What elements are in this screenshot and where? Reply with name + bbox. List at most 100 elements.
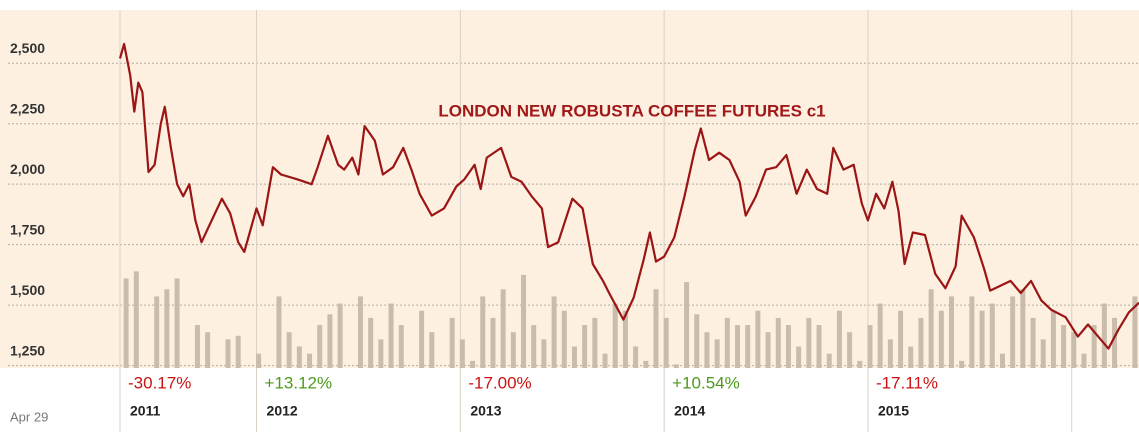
volume-bar [286, 332, 292, 368]
volume-bar [194, 325, 200, 368]
volume-bar [1071, 332, 1077, 368]
volume-bar [867, 325, 873, 368]
volume-bar [154, 296, 160, 368]
volume-bar [938, 310, 944, 368]
volume-bar [684, 282, 690, 368]
volume-bar [735, 325, 741, 368]
volume-bar [877, 303, 883, 368]
volume-bar [643, 360, 649, 368]
volume-bar [480, 296, 486, 368]
volume-bar [174, 278, 180, 368]
volume-bar [949, 296, 955, 368]
volume-bar [1050, 310, 1056, 368]
volume-bar [123, 278, 129, 368]
volume-bar [847, 332, 853, 368]
volume-bar [317, 325, 323, 368]
volume-bar [1132, 296, 1138, 368]
volume-bar [745, 325, 751, 368]
volume-bar [521, 274, 527, 368]
volume-bar [368, 317, 374, 368]
volume-bar [531, 325, 537, 368]
x-tick-label: 2015 [878, 403, 909, 419]
annual-change: -17.11% [876, 373, 938, 392]
y-tick-label: 2,500 [10, 40, 45, 56]
volume-bar [1040, 339, 1046, 368]
volume-bar [133, 271, 139, 368]
volume-bar [775, 317, 781, 368]
y-tick-label: 1,250 [10, 342, 45, 358]
volume-bar [826, 353, 832, 368]
volume-bar [1030, 317, 1036, 368]
y-tick-label: 1,500 [10, 282, 45, 298]
volume-bar [1112, 317, 1118, 368]
chart-title: LONDON NEW ROBUSTA COFFEE FUTURES c1 [438, 101, 825, 120]
price-line [118, 42, 1139, 350]
volume-bar [836, 310, 842, 368]
volume-bar [551, 296, 557, 368]
start-date-label: Apr 29 [10, 409, 48, 424]
volume-bar [694, 314, 700, 368]
volume-bar [806, 317, 812, 368]
annual-change: -17.00% [468, 373, 531, 392]
volume-bar [225, 339, 231, 368]
volume-bar [357, 296, 363, 368]
volume-bar [673, 364, 679, 368]
volume-bar [327, 314, 333, 368]
volume-bar [755, 310, 761, 368]
volume-bar [663, 317, 669, 368]
volume-bar [918, 317, 924, 368]
volume-bar [1010, 296, 1016, 368]
volume-bar [816, 325, 822, 368]
volume-bar [622, 310, 628, 368]
volume-bar [541, 339, 547, 368]
volume-bar [388, 303, 394, 368]
y-tick-label: 1,750 [10, 221, 45, 237]
volume-bar [296, 346, 302, 368]
volume-bar [1020, 289, 1026, 368]
volume-bar [979, 310, 985, 368]
volume-bar [999, 353, 1005, 368]
volume-bar [205, 332, 211, 368]
volume-bar [633, 346, 639, 368]
volume-bar [765, 332, 771, 368]
volume-bar [959, 360, 965, 368]
volume-bar [898, 310, 904, 368]
volume-bar [500, 289, 506, 368]
volume-bar [928, 289, 934, 368]
volume-bar [1091, 325, 1097, 368]
volume-bar [256, 353, 262, 368]
x-tick-label: 2014 [674, 403, 705, 419]
volume-bar [989, 303, 995, 368]
volume-bar [592, 317, 598, 368]
volume-bar [459, 339, 465, 368]
volume-bar [785, 325, 791, 368]
volume-bar [1101, 303, 1107, 368]
volume-bar [164, 289, 170, 368]
volume-bar [307, 353, 313, 368]
volume-bar [704, 332, 710, 368]
volume-bar [419, 310, 425, 368]
volume-bar [714, 339, 720, 368]
volume-bar [378, 339, 384, 368]
volume-bar [857, 360, 863, 368]
x-tick-label: 2013 [470, 403, 501, 419]
volume-bar [653, 289, 659, 368]
volume-bar [612, 303, 618, 368]
volume-bar [1061, 325, 1067, 368]
y-tick-label: 2,000 [10, 161, 45, 177]
x-tick-label: 2011 [130, 403, 161, 419]
annual-change: +13.12% [265, 373, 333, 392]
volume-bar [582, 325, 588, 368]
volume-bar [490, 317, 496, 368]
volume-bar [796, 346, 802, 368]
volume-bar [602, 353, 608, 368]
volume-bar [561, 310, 567, 368]
y-tick-label: 2,250 [10, 100, 45, 116]
volume-bar [470, 360, 476, 368]
annual-change: +10.54% [672, 373, 740, 392]
volume-bar [571, 346, 577, 368]
volume-bar [429, 332, 435, 368]
x-tick-label: 2012 [267, 403, 298, 419]
volume-bar [276, 296, 282, 368]
